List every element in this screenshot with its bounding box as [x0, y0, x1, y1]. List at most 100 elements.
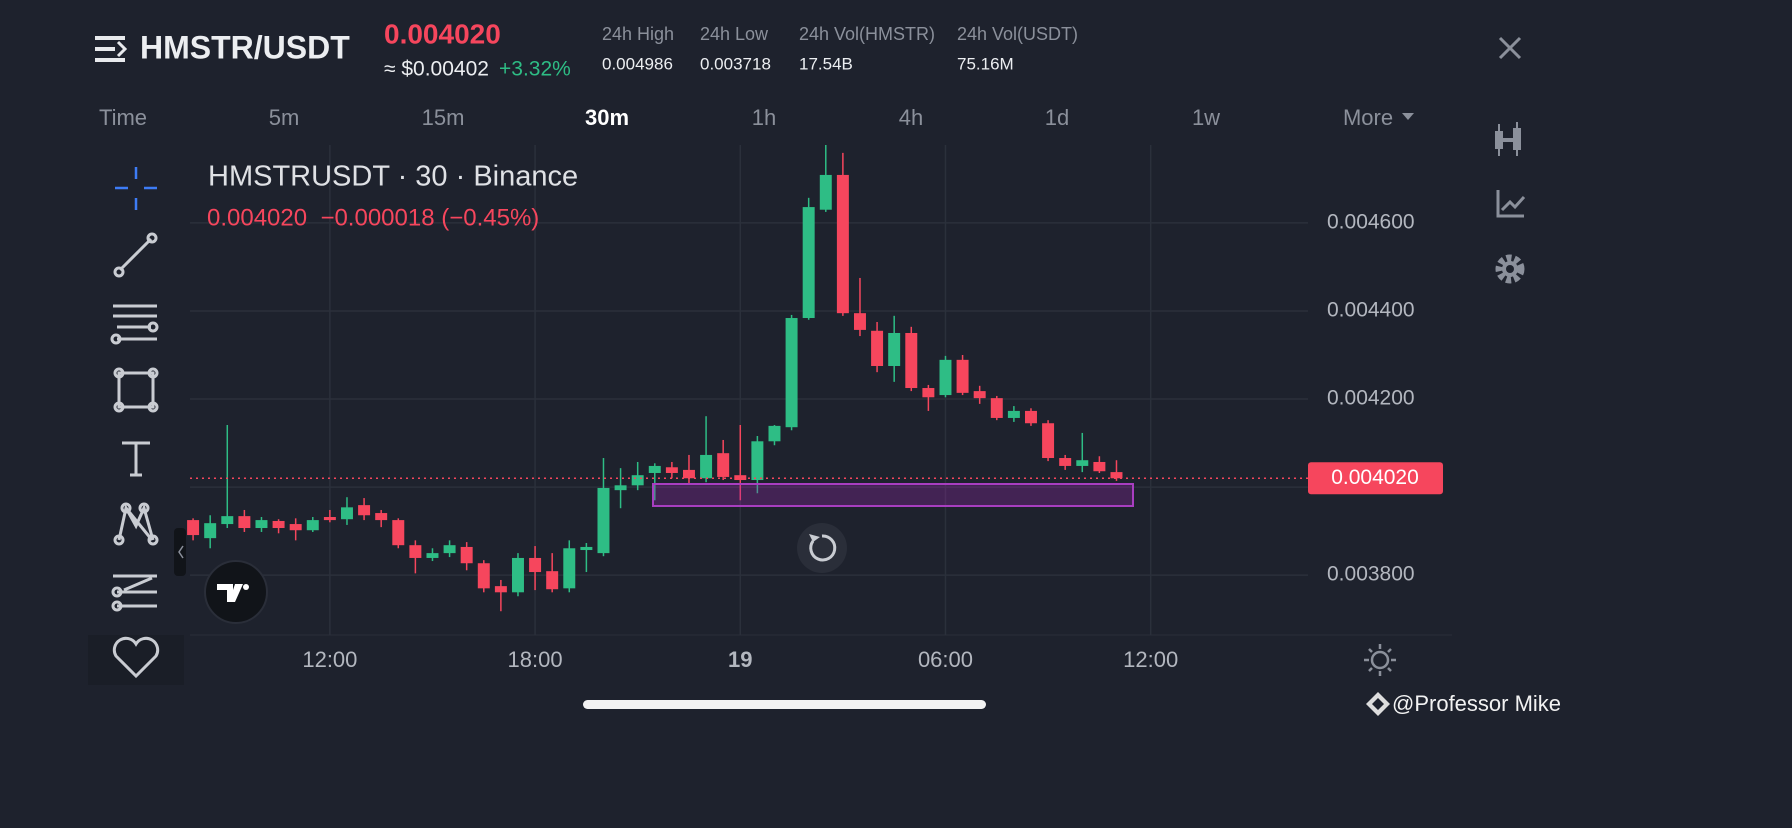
timeframe-tab[interactable]: 1w	[1192, 105, 1220, 130]
candle-body	[597, 487, 610, 554]
y-tick-label: 0.004400	[1327, 299, 1415, 322]
rect-tool[interactable]	[113, 367, 159, 413]
candle-body	[1042, 423, 1055, 459]
candle-body	[546, 571, 559, 590]
stat-label: 24h High	[602, 24, 674, 44]
text-tool[interactable]	[122, 441, 150, 477]
collapse-arrow	[178, 545, 184, 559]
candle-body	[511, 557, 524, 593]
price-tag	[1308, 462, 1443, 495]
pair: HMSTR/USDT	[140, 29, 350, 65]
y-tick-label: 0.004200	[1327, 387, 1415, 410]
candle-body	[238, 516, 251, 529]
stat-value: 17.54B	[799, 54, 853, 73]
y-tick-label: 0.003800	[1327, 563, 1415, 586]
timeframe-tab[interactable]: 5m	[269, 105, 300, 130]
candle-body	[392, 520, 405, 546]
indicator-icon[interactable]	[1496, 190, 1526, 218]
candle-body	[563, 548, 576, 589]
candle-body	[375, 513, 388, 521]
candle-body	[289, 524, 302, 531]
candle-body	[853, 313, 866, 330]
candle-body	[717, 453, 730, 477]
timeframe-tab[interactable]: More	[1343, 105, 1393, 130]
candle-body	[871, 330, 884, 367]
candle-body	[426, 553, 439, 558]
candle-body	[922, 388, 935, 398]
candle-body	[204, 523, 217, 539]
candle-body	[1093, 461, 1106, 472]
candle-body	[734, 475, 747, 481]
candle-body	[1007, 410, 1020, 418]
candle-body	[358, 505, 371, 516]
stat-label: 24h Low	[700, 24, 769, 44]
watermark: @Professor Mike	[1392, 691, 1561, 716]
timeframe-tab[interactable]: Time	[99, 105, 147, 130]
candle-body	[665, 467, 678, 473]
candle-body	[819, 174, 832, 210]
candle-body	[1110, 472, 1123, 479]
candle-body	[785, 318, 798, 428]
candle-body	[802, 207, 815, 319]
candle-body	[323, 517, 336, 521]
candle-body	[443, 545, 456, 554]
timeframe-tab[interactable]: 30m	[585, 105, 629, 130]
candle-body	[836, 174, 849, 314]
candle-body	[973, 391, 986, 399]
candle-body	[956, 359, 969, 393]
candle-body	[990, 398, 1003, 418]
zone-drawing	[652, 483, 1134, 507]
candle-body	[1059, 458, 1072, 466]
candle-body	[939, 359, 952, 396]
candle-body	[272, 520, 285, 529]
chart: 0.0038000.0040000.0042000.0044000.004600…	[187, 145, 1452, 672]
candle-body	[306, 520, 319, 531]
line-tool[interactable]	[113, 232, 158, 278]
fib-tool[interactable]	[111, 574, 157, 612]
more-caret	[1402, 113, 1414, 120]
stat-label: 24h Vol(USDT)	[957, 24, 1078, 44]
candle-body	[221, 516, 234, 525]
candle-body	[460, 546, 473, 564]
chart-subtitle: 0.004020 −0.000018 (−0.45%)	[207, 204, 539, 231]
usd-price: ≈ $0.00402	[384, 58, 489, 81]
candle-body	[477, 563, 490, 589]
settings-icon[interactable]	[1495, 254, 1525, 284]
x-tick-label: 12:00	[302, 647, 357, 672]
timeframe-tab[interactable]: 4h	[899, 105, 923, 130]
candle-body	[768, 425, 781, 442]
watermark-logo	[1366, 692, 1390, 716]
stat-value: 75.16M	[957, 54, 1014, 73]
candle-icon[interactable]	[1495, 122, 1521, 156]
stat-value: 0.003718	[700, 54, 771, 73]
timeframe-tab[interactable]: 1d	[1045, 105, 1069, 130]
candle-body	[580, 546, 593, 551]
reset-button[interactable]	[797, 523, 847, 573]
favorite-tool[interactable]	[112, 636, 160, 679]
toolbar	[88, 145, 184, 685]
crosshair-tool[interactable]	[115, 167, 157, 210]
collapse-tab[interactable]	[174, 528, 186, 576]
candle-body	[631, 475, 644, 486]
x-tick-label: 18:00	[508, 647, 563, 672]
pattern-tool[interactable]	[113, 502, 159, 546]
brightness-icon[interactable]	[1364, 644, 1396, 676]
candle-body	[409, 545, 422, 558]
x-tick-label: 06:00	[918, 647, 973, 672]
candle-body	[187, 520, 200, 536]
candle-body	[255, 520, 268, 529]
candle-body	[340, 507, 353, 520]
menu-icon[interactable]	[95, 36, 128, 62]
close-button[interactable]	[1498, 36, 1522, 60]
last-price: 0.004020	[384, 18, 501, 49]
timeframe-tab[interactable]: 1h	[752, 105, 776, 130]
candle-body	[494, 586, 507, 593]
hlines-tool[interactable]	[110, 304, 159, 345]
candle-body	[682, 469, 695, 479]
candle-body	[614, 485, 627, 491]
timeframe-tab[interactable]: 15m	[422, 105, 465, 130]
candle-body	[700, 454, 713, 479]
